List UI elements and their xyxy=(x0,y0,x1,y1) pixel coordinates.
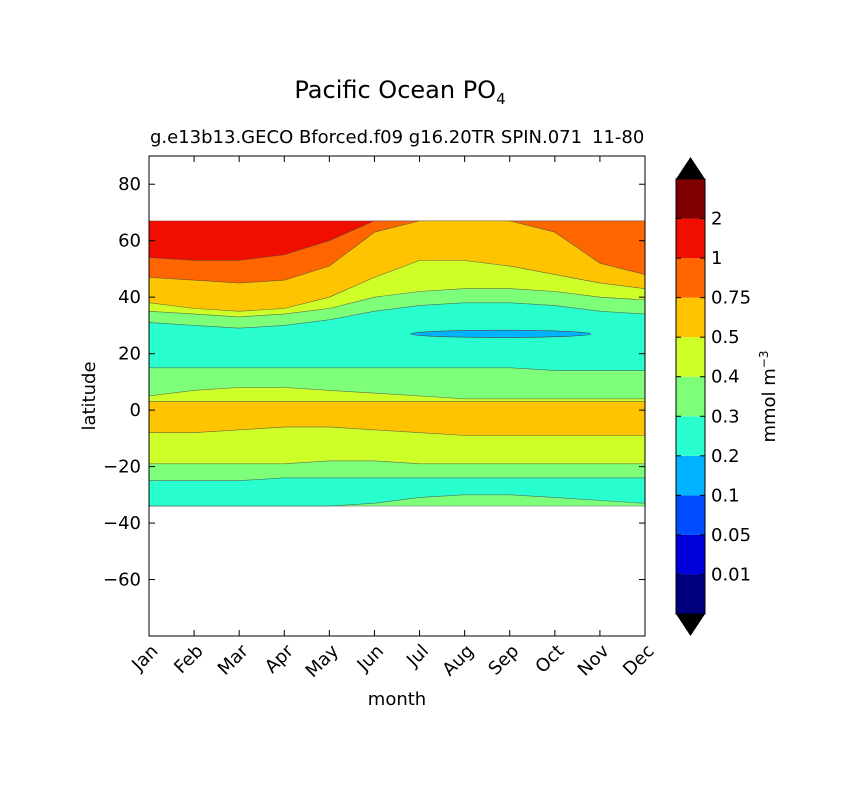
colorbar-segment xyxy=(676,534,705,575)
y-tick-label: 80 xyxy=(118,174,141,195)
colorbar-tick-label: 2 xyxy=(711,209,722,230)
colorbar-tick-label: 0.2 xyxy=(711,446,740,467)
colorbar-extend-min xyxy=(676,614,705,636)
y-tick-label: 0 xyxy=(130,400,141,421)
colorbar-tick-label: 0.05 xyxy=(711,525,751,546)
y-tick-label: 60 xyxy=(118,231,141,252)
colorbar-segment xyxy=(676,218,705,259)
colorbar-tick-label: 0.75 xyxy=(711,288,751,309)
colorbar-tick-label: 0.3 xyxy=(711,406,740,427)
colorbar-segment xyxy=(676,495,705,535)
y-axis-label: latitude xyxy=(79,361,100,430)
x-tick-label: Aug xyxy=(438,641,478,681)
x-tick-label: Nov xyxy=(574,640,614,680)
colorbar-frame xyxy=(675,178,706,615)
colorbar-tick-label: 0.1 xyxy=(711,485,740,506)
colorbar-tick-label: 1 xyxy=(711,248,722,269)
colorbar-tick-label: 0.5 xyxy=(711,327,740,348)
y-tick-label: 40 xyxy=(118,287,141,308)
colorbar-extend-max xyxy=(676,157,705,179)
y-tick-label: −20 xyxy=(103,457,141,478)
colorbar-segment xyxy=(676,337,705,377)
x-tick-label: Feb xyxy=(170,641,207,678)
x-tick-label: May xyxy=(302,640,343,681)
colorbar-segment xyxy=(676,376,705,417)
x-tick-label: Apr xyxy=(261,640,298,677)
colorbar-segment xyxy=(676,455,705,496)
x-tick-label: Jul xyxy=(402,641,433,672)
x-tick-label: Jan xyxy=(127,641,162,676)
chart-years: 11-80 xyxy=(592,127,645,148)
y-tick-label: −40 xyxy=(103,513,141,534)
colorbar-segment xyxy=(676,258,705,298)
x-axis-label: month xyxy=(368,689,426,710)
colorbar-tick-label: 0.4 xyxy=(711,367,740,388)
plot-frame xyxy=(148,155,646,637)
x-tick-label: Jun xyxy=(353,641,388,676)
x-tick-label: Oct xyxy=(531,641,568,678)
y-tick-label: 20 xyxy=(118,344,141,365)
x-tick-label: Dec xyxy=(619,641,658,680)
colorbar-segment xyxy=(676,574,705,614)
colorbar-segment xyxy=(676,179,705,219)
colorbar-segment xyxy=(676,297,705,338)
colorbar-label: mmol m−3 xyxy=(757,350,780,442)
x-tick-label: Sep xyxy=(484,641,523,680)
chart-subtitle: g.e13b13.GECO Bforced.f09 g16.20TR SPIN.… xyxy=(150,127,583,148)
band-gold-eq xyxy=(148,401,646,436)
x-tick-label: Mar xyxy=(214,640,253,679)
chart-title: Pacific Ocean PO4 xyxy=(294,76,506,108)
y-tick-label: −60 xyxy=(103,570,141,591)
colorbar-tick-label: 0.01 xyxy=(711,564,751,585)
colorbar-segment xyxy=(676,416,705,456)
low-po4-blob xyxy=(410,329,592,338)
